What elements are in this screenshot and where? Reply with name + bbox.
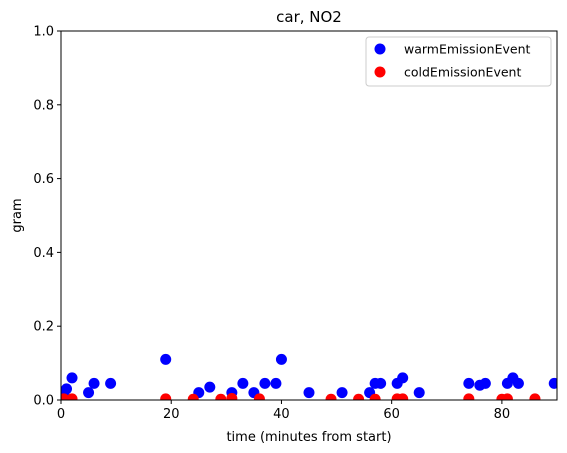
data-point (66, 393, 78, 400)
legend-label: warmEmissionEvent (404, 42, 531, 57)
data-point (275, 353, 287, 365)
legend-marker (374, 66, 386, 78)
data-point (226, 393, 238, 400)
y-tick-label: 0.0 (33, 394, 54, 409)
y-tick-label: 0.4 (33, 246, 54, 261)
y-tick-label: 0.2 (33, 320, 54, 335)
data-point (259, 377, 271, 389)
x-axis-title: time (minutes from start) (226, 430, 391, 445)
x-tick-label: 40 (273, 407, 290, 422)
x-tick-label: 80 (494, 407, 511, 422)
y-tick-label: 1.0 (33, 25, 54, 40)
data-point (204, 381, 216, 393)
data-point (397, 372, 409, 384)
data-point (237, 377, 249, 389)
data-point (375, 377, 387, 389)
data-point (325, 393, 337, 400)
plot-area (60, 30, 558, 401)
data-point (66, 372, 78, 384)
x-axis: 0 20 40 60 80 (57, 400, 510, 422)
data-point (160, 353, 172, 365)
y-axis-title: gram (10, 198, 25, 232)
data-point (303, 387, 315, 399)
data-point (83, 387, 95, 399)
data-point (463, 393, 475, 400)
data-point (253, 393, 265, 400)
chart-title: car, NO2 (276, 8, 342, 26)
x-tick-label: 0 (57, 407, 65, 422)
data-point (270, 377, 282, 389)
legend-box (365, 36, 552, 87)
data-point (529, 393, 541, 400)
data-point (413, 387, 425, 399)
data-point (479, 377, 491, 389)
data-point (501, 393, 513, 400)
legend-marker (374, 43, 386, 55)
y-tick-label: 0.6 (33, 172, 54, 187)
scatter-points (60, 30, 558, 401)
data-point (512, 377, 524, 389)
data-point (369, 393, 381, 400)
legend: warmEmissionEvent coldEmissionEvent (365, 36, 552, 87)
x-tick-label: 20 (163, 407, 180, 422)
y-axis: 0.0 0.2 0.4 0.6 0.8 1.0 (33, 25, 61, 409)
legend-label: coldEmissionEvent (404, 65, 521, 80)
data-point (215, 393, 227, 400)
y-tick-label: 0.8 (33, 98, 54, 113)
data-point (105, 377, 117, 389)
data-point (88, 377, 100, 389)
data-point (61, 383, 73, 395)
data-point (397, 393, 409, 400)
x-tick-label: 60 (383, 407, 400, 422)
data-point (160, 393, 172, 400)
data-point (353, 393, 365, 400)
data-point (187, 393, 199, 400)
data-point (548, 377, 557, 389)
data-point (336, 387, 348, 399)
data-point (463, 377, 475, 389)
